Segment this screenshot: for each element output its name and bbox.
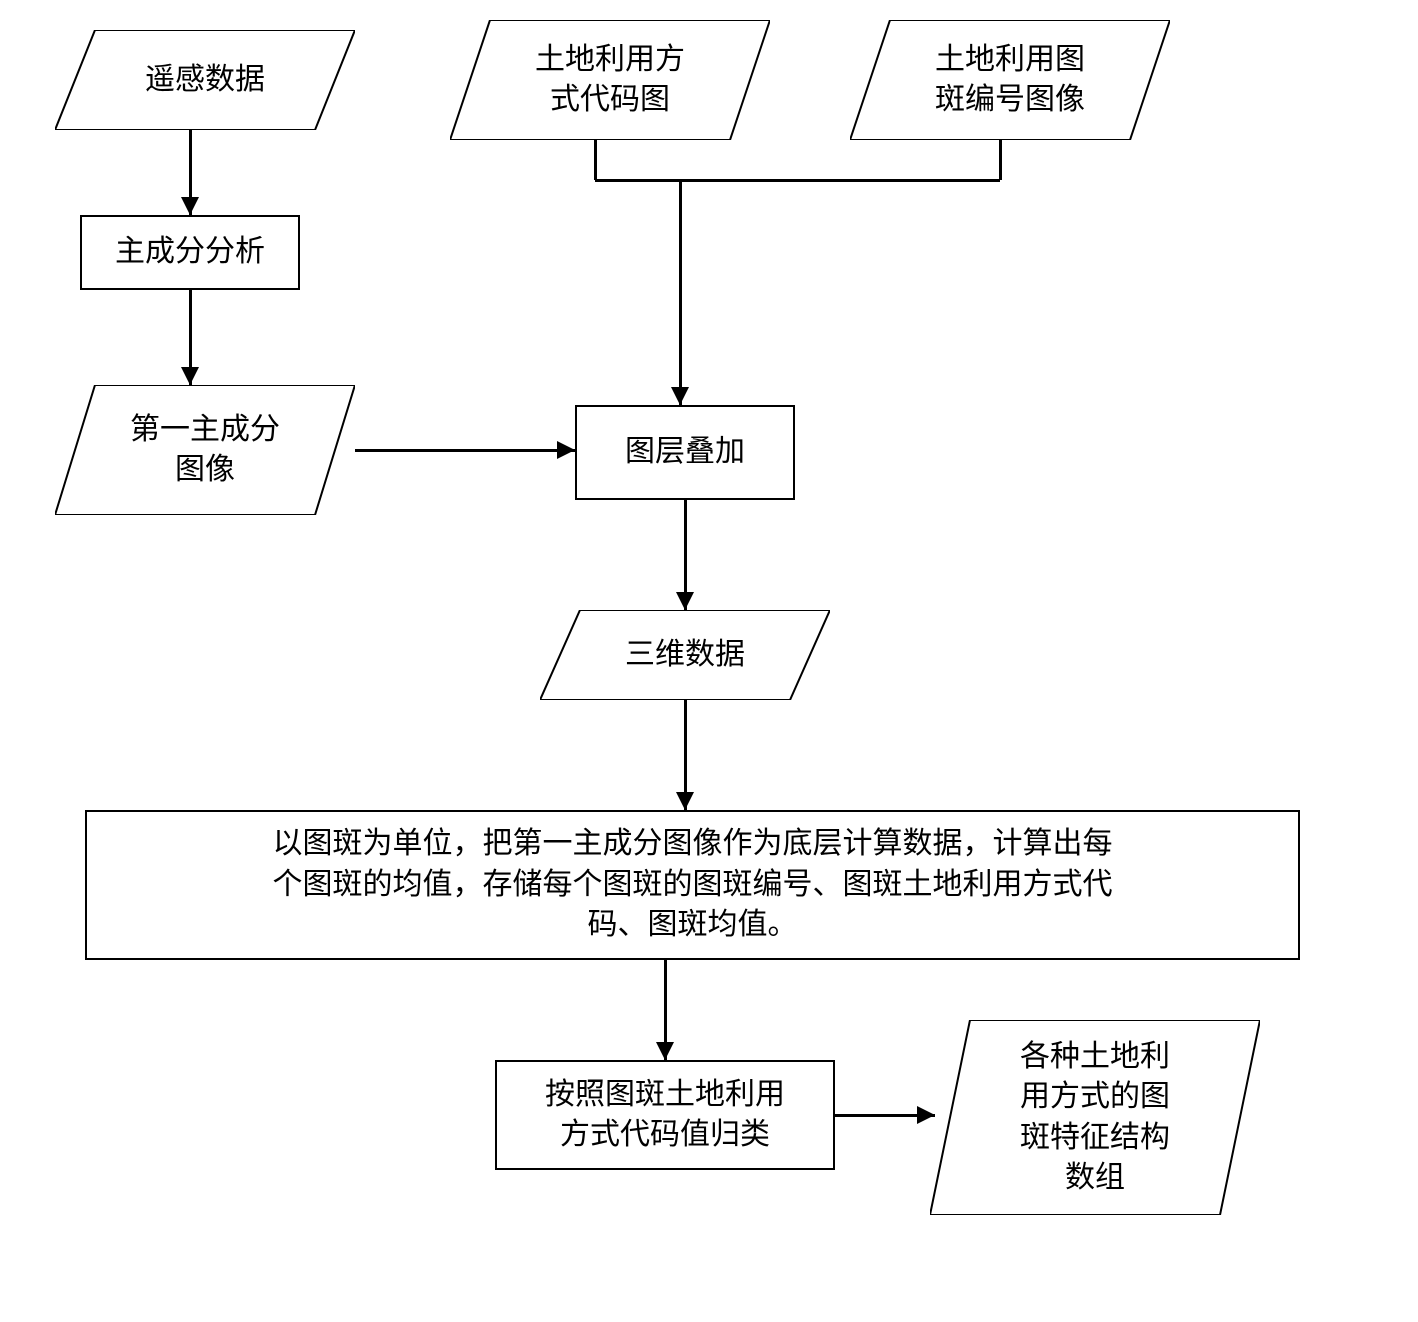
edge-segment [999,140,1002,180]
node-label: 土地利用方式代码图 [450,20,770,140]
arrow-head [656,1042,674,1060]
node-remote_sensing: 遥感数据 [55,30,355,130]
node-label: 图层叠加 [625,432,745,473]
arrow-head [671,387,689,405]
arrow-head [917,1106,935,1124]
node-label: 土地利用图斑编号图像 [850,20,1170,140]
edge-segment [355,449,575,452]
node-label: 按照图斑土地利用方式代码值归类 [545,1075,785,1156]
node-label: 以图斑为单位，把第一主成分图像作为底层计算数据，计算出每个图斑的均值，存储每个图… [273,824,1113,946]
node-classify: 按照图斑土地利用方式代码值归类 [495,1060,835,1170]
node-label: 主成分分析 [115,232,265,273]
node-label: 三维数据 [540,610,830,700]
node-output: 各种土地利用方式的图斑特征结构数组 [930,1020,1260,1215]
node-pca: 主成分分析 [80,215,300,290]
arrow-head [557,441,575,459]
arrow-head [676,792,694,810]
node-label: 各种土地利用方式的图斑特征结构数组 [930,1020,1260,1215]
node-label: 第一主成分图像 [55,385,355,515]
arrow-head [181,367,199,385]
node-landuse_code: 土地利用方式代码图 [450,20,770,140]
edge-segment [679,180,682,405]
node-pc1_image: 第一主成分图像 [55,385,355,515]
edge-segment [595,179,1000,182]
node-patch_id: 土地利用图斑编号图像 [850,20,1170,140]
node-data3d: 三维数据 [540,610,830,700]
arrow-head [676,592,694,610]
edge-segment [594,140,597,180]
node-label: 遥感数据 [55,30,355,130]
node-calc: 以图斑为单位，把第一主成分图像作为底层计算数据，计算出每个图斑的均值，存储每个图… [85,810,1300,960]
arrow-head [181,197,199,215]
node-overlay: 图层叠加 [575,405,795,500]
